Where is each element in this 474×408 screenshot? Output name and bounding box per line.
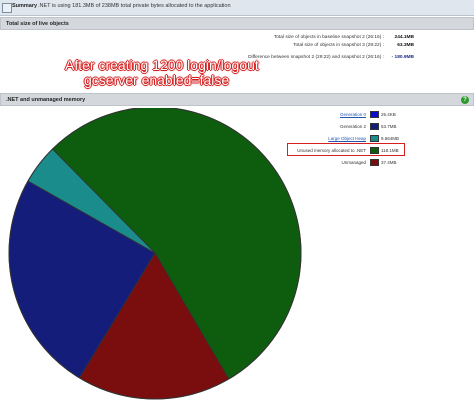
- summary-bar: Summary .NET is using 181.3MB of 238MB t…: [0, 0, 474, 16]
- pie-chart: [8, 108, 302, 400]
- stat-value-baseline: 244.1MB: [394, 35, 414, 40]
- legend-swatch-unused-memory: [370, 147, 379, 154]
- memory-section-title: .NET and unmanaged memory: [6, 97, 86, 103]
- summary-title: Summary: [12, 3, 38, 9]
- stat-label-difference: Difference between snapshot 2 (29:22) an…: [248, 55, 384, 60]
- legend-value-large-object-heap: 9.664MB: [381, 136, 400, 141]
- live-objects-header: Total size of live objects: [0, 17, 474, 30]
- legend-swatch-generation-2: [370, 123, 379, 130]
- legend-swatch-large-object-heap: [370, 135, 379, 142]
- legend-value-generation-0: 25.4KB: [381, 112, 396, 117]
- annotation-line-2: gcserver enabled=false: [84, 72, 230, 88]
- summary-text: .NET is using 181.3MB of 238MB total pri…: [38, 3, 231, 9]
- legend-label-unmanaged: Unmanaged: [341, 160, 366, 165]
- legend-value-generation-2: 53.7MB: [381, 124, 397, 129]
- stat-value-snapshot: 63.3MB: [397, 43, 414, 48]
- stat-label-snapshot: Total size of objects in snapshot 3 (29:…: [293, 43, 384, 48]
- annotation-line-1: After creating 1200 login/logout: [65, 57, 259, 73]
- stat-value-difference: - 180.9MB: [391, 55, 414, 60]
- legend-swatch-generation-0: [370, 111, 379, 118]
- legend-swatch-unmanaged: [370, 159, 379, 166]
- legend-highlight-box: [287, 143, 405, 156]
- legend-value-unmanaged: 37.4MB: [381, 160, 397, 165]
- legend-label-unused-memory: Unused memory allocated to .NET: [297, 148, 366, 153]
- legend-label-generation-0[interactable]: Generation 0: [339, 112, 366, 117]
- stat-label-baseline: Total size of objects in baseline snapsh…: [273, 35, 384, 40]
- legend-value-unused-memory: 118.1MB: [381, 148, 399, 153]
- memory-section-header: .NET and unmanaged memory ?: [0, 93, 474, 106]
- summary-icon: [2, 3, 12, 13]
- legend-label-large-object-heap[interactable]: Large Object Heap: [328, 136, 366, 141]
- live-objects-title: Total size of live objects: [6, 21, 69, 27]
- help-icon[interactable]: ?: [461, 96, 469, 104]
- legend-label-generation-2: Generation 2: [339, 124, 366, 129]
- pie-outline: [8, 108, 302, 400]
